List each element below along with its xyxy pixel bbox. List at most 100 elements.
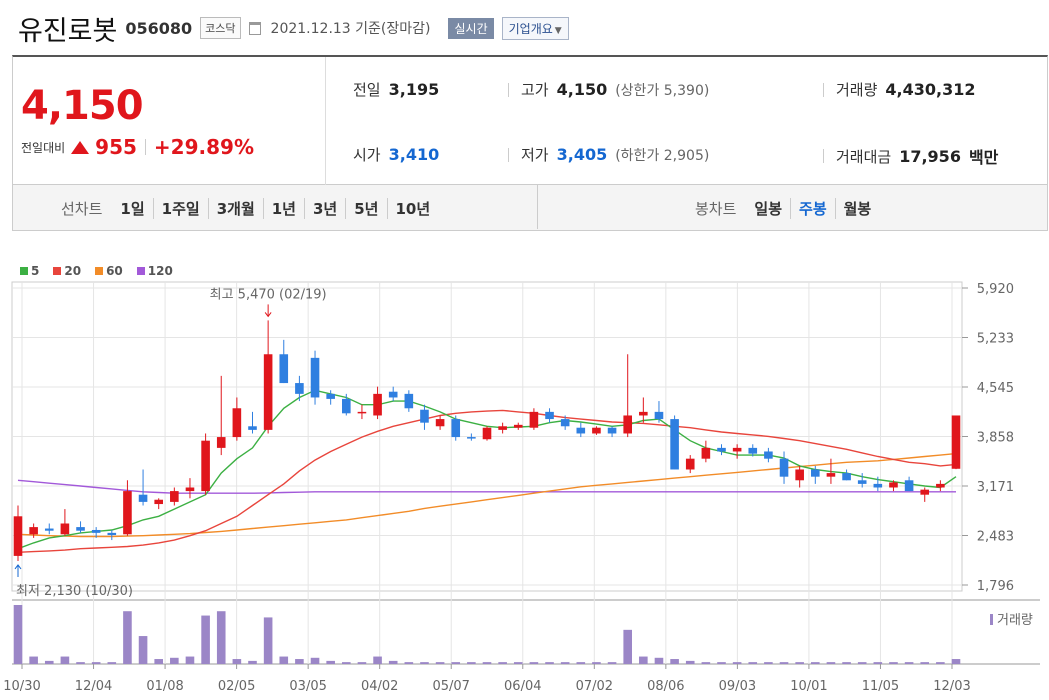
legend-swatch-ma5 [20, 267, 28, 275]
volume-bar [326, 660, 335, 664]
candle-body [60, 523, 70, 535]
high-arrowhead-icon [264, 312, 272, 318]
low-value: 3,405 [556, 145, 608, 164]
volume-bar [826, 662, 836, 664]
volume-cell: 거래량 4,430,312 [823, 79, 976, 100]
legend-ma20: 20 [53, 264, 81, 278]
company-info-dropdown[interactable]: 기업개요 ▼ [501, 16, 569, 40]
candle-daily[interactable]: 일봉 [754, 200, 783, 218]
volume-bar [373, 656, 382, 664]
candle-body [138, 494, 148, 502]
realtime-button[interactable]: 실시간 [448, 17, 494, 39]
x-tick-label: 02/05 [218, 679, 255, 694]
candle-body [654, 411, 664, 420]
period-5y[interactable]: 5년 [345, 198, 386, 219]
x-tick-label: 11/05 [862, 679, 899, 694]
low-label: 저가 [521, 146, 549, 164]
volume-bar [248, 660, 257, 664]
y-tick-label: 1,796 [977, 579, 1014, 594]
y-tick-label: 5,920 [977, 282, 1014, 297]
low-arrowhead-icon [14, 564, 22, 570]
candle-weekly[interactable]: 주봉 [790, 198, 835, 219]
x-tick-label: 03/05 [289, 679, 326, 694]
candle-body [91, 529, 101, 533]
candle-monthly[interactable]: 월봉 [834, 198, 880, 219]
stock-header: 유진로봇 056080 코스닥 2021.12.13 기준(장마감) 실시간 기… [18, 8, 569, 48]
volume-bar [279, 656, 289, 664]
candle-body [451, 419, 461, 438]
x-tick-label: 04/02 [361, 679, 398, 694]
prev-close-label: 전일 [353, 81, 381, 99]
volume-bar [482, 662, 492, 664]
period-1w[interactable]: 1주일 [152, 198, 208, 219]
volume-bar [60, 656, 70, 664]
divider [823, 149, 824, 163]
candle-chart-label: 봉차트 [695, 200, 737, 218]
period-3y[interactable]: 3년 [304, 198, 345, 219]
volume-bar [154, 659, 163, 664]
candle-body [357, 411, 367, 414]
change-rate: +29.89% [153, 135, 254, 159]
divider [537, 185, 538, 229]
volume-bar [576, 662, 586, 664]
volume-bar [310, 657, 320, 664]
volume-bar [451, 662, 461, 664]
candle-body [779, 458, 789, 477]
candle-body [513, 424, 523, 428]
volume-bar [920, 662, 930, 664]
period-3m[interactable]: 3개월 [207, 198, 263, 219]
volume-bar [764, 662, 773, 664]
candle-body [13, 516, 23, 556]
candle-body [764, 451, 773, 459]
x-tick-label: 10/30 [3, 679, 40, 694]
candle-body [936, 483, 945, 488]
change-amount: 955 [95, 135, 137, 159]
volume-label: 거래량 [836, 81, 878, 99]
candle-body [795, 469, 804, 481]
volume-bar [138, 636, 148, 664]
volume-bar [435, 662, 445, 664]
y-tick-label: 3,858 [977, 431, 1014, 446]
period-1y[interactable]: 1년 [262, 198, 304, 219]
calendar-icon [248, 21, 261, 35]
candle-body [232, 408, 242, 438]
candle-body [295, 383, 304, 394]
volume-legend-swatch [990, 614, 993, 625]
x-tick-label: 01/08 [146, 679, 183, 694]
y-tick-label: 5,233 [977, 332, 1014, 347]
volume-bar [529, 662, 539, 664]
legend-ma120: 120 [136, 264, 173, 278]
divider [508, 147, 509, 162]
volume-bar [263, 617, 273, 664]
legend-swatch-ma20 [53, 267, 62, 275]
candle-body [592, 427, 601, 434]
candle-body [279, 354, 289, 384]
price-area: 4,150 전일대비 955 +29.89% [13, 57, 326, 185]
volume-bar [732, 662, 742, 664]
period-1d[interactable]: 1일 [120, 200, 145, 218]
high-label: 고가 [521, 81, 549, 99]
market-badge: 코스닥 [200, 17, 241, 39]
volume-bar [873, 662, 883, 664]
candle-body [404, 393, 414, 409]
moving-average-ma20 [17, 409, 957, 553]
candle-body [560, 419, 570, 427]
low-annotation: 최저 2,130 (10/30) [16, 584, 133, 599]
candle-body [263, 354, 273, 430]
volume-bar [420, 662, 429, 664]
legend-ma5: 5 [20, 264, 39, 278]
volume-bar [748, 662, 758, 664]
lower-limit: (하한가 2,905) [615, 147, 710, 164]
up-arrow-icon [71, 140, 90, 154]
period-selector: 선차트 1일 1주일 3개월 1년 3년 5년 10년 봉차트 일봉 주봉 월봉 [12, 185, 1048, 231]
period-10y[interactable]: 10년 [386, 198, 439, 219]
open-value: 3,410 [388, 145, 440, 164]
x-tick-label: 07/02 [576, 679, 613, 694]
y-tick-label: 2,483 [977, 530, 1014, 545]
candlestick-chart[interactable]: 5,920 5,233 4,545 3,858 3,171 2,483 1,796 10/30… [0, 240, 1049, 700]
volume-bar [889, 662, 898, 664]
candle-body [216, 437, 226, 448]
stock-name: 유진로봇 [18, 15, 118, 47]
low-cell: 저가 3,405 (하한가 2,905) [508, 144, 709, 165]
candle-body [420, 409, 429, 423]
